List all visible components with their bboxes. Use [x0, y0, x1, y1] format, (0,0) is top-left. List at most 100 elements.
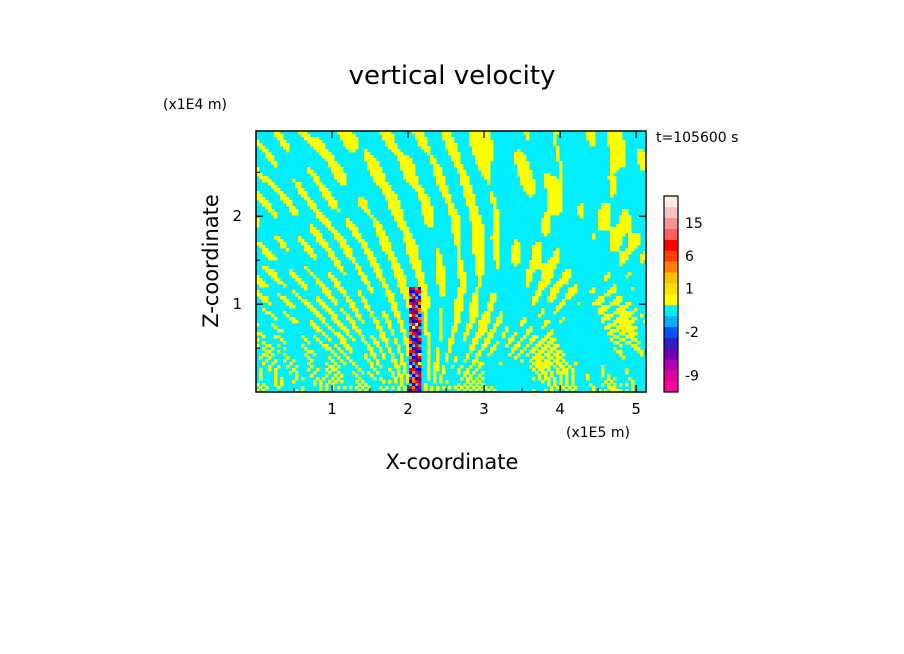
field-cell	[355, 311, 359, 315]
field-cell	[289, 209, 299, 213]
field-cell	[307, 251, 314, 255]
field-cell	[553, 143, 557, 147]
field-cell	[316, 239, 326, 243]
field-cell	[256, 323, 260, 327]
field-cell	[367, 254, 374, 258]
field-cell	[370, 365, 374, 369]
field-cell	[475, 272, 485, 276]
field-cell	[592, 233, 596, 237]
field-cell	[394, 218, 404, 222]
field-cell	[628, 242, 641, 246]
field-cell	[487, 182, 491, 186]
field-cell	[568, 365, 572, 369]
field-cell	[478, 275, 482, 279]
field-cell	[415, 371, 419, 375]
colorbar-swatch-9	[664, 283, 678, 295]
field-cell	[556, 362, 563, 366]
field-cell	[445, 356, 449, 360]
field-cell	[559, 164, 563, 168]
field-cell	[520, 179, 536, 183]
field-cell	[286, 302, 293, 306]
field-cell	[451, 329, 458, 333]
field-cell	[607, 134, 623, 138]
field-cell	[334, 281, 341, 285]
field-cell	[454, 323, 458, 327]
field-cell	[601, 317, 611, 321]
field-cell	[412, 314, 416, 318]
field-cell	[601, 383, 605, 387]
field-cell	[616, 326, 638, 330]
field-cell	[628, 377, 632, 381]
field-cell	[598, 218, 611, 222]
field-cell	[280, 197, 290, 201]
field-cell	[610, 185, 617, 189]
field-cell	[400, 287, 410, 291]
field-cell	[376, 344, 380, 348]
field-cell	[322, 191, 332, 195]
field-cell	[547, 206, 563, 210]
field-cell	[532, 296, 539, 300]
field-cell	[511, 251, 521, 255]
field-cell	[394, 215, 404, 219]
field-cell	[436, 350, 440, 354]
field-cell	[388, 206, 401, 210]
field-cell	[274, 164, 278, 168]
field-cell	[316, 212, 323, 216]
field-cell	[496, 263, 500, 267]
field-cell	[454, 386, 458, 390]
field-cell	[445, 143, 458, 147]
field-cell	[472, 359, 479, 363]
field-cell	[601, 305, 611, 309]
field-cell	[298, 191, 308, 195]
field-cell	[355, 380, 359, 384]
field-cell	[352, 233, 362, 237]
field-cell	[493, 224, 500, 228]
field-cell	[514, 344, 521, 348]
field-cell	[337, 209, 341, 213]
field-cell	[436, 260, 443, 264]
field-cell	[289, 305, 296, 309]
field-cell	[616, 308, 626, 312]
field-cell	[400, 377, 404, 381]
field-cell	[490, 329, 497, 333]
field-cell	[319, 152, 332, 156]
field-cell	[592, 287, 596, 291]
field-cell	[421, 209, 434, 213]
field-cell	[391, 353, 395, 357]
field-cell	[277, 239, 284, 243]
field-cell	[412, 356, 416, 360]
field-cell	[358, 197, 365, 201]
field-cell	[274, 377, 278, 381]
field-cell	[328, 200, 338, 204]
field-cell	[409, 302, 413, 306]
field-cell	[556, 371, 569, 375]
field-cell	[619, 254, 629, 258]
field-cell	[400, 227, 410, 231]
field-cell	[397, 278, 407, 282]
field-cell	[433, 371, 437, 375]
field-cell	[535, 293, 542, 297]
field-cell	[445, 146, 458, 150]
field-cell	[418, 377, 422, 381]
field-cell	[571, 371, 575, 375]
field-cell	[409, 311, 413, 315]
field-cell	[529, 326, 533, 330]
field-cell	[565, 362, 569, 366]
field-cell	[520, 176, 533, 180]
field-cell	[292, 290, 296, 294]
field-cell	[313, 146, 326, 150]
field-cell	[481, 383, 485, 387]
field-cell	[469, 374, 473, 378]
field-cell	[493, 257, 500, 261]
field-cell	[379, 347, 383, 351]
field-cell	[559, 170, 563, 174]
field-cell	[478, 278, 482, 282]
field-cell	[370, 350, 374, 354]
field-cell	[268, 302, 272, 306]
field-cell	[514, 155, 527, 159]
field-cell	[313, 179, 320, 183]
field-cell	[382, 380, 386, 384]
field-cell	[424, 383, 428, 387]
field-cell	[346, 146, 359, 150]
field-cell	[406, 350, 410, 354]
